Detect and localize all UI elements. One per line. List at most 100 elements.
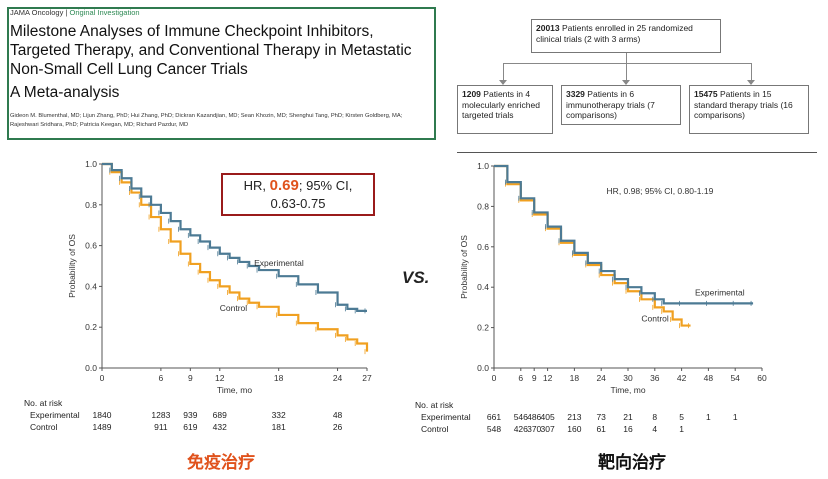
y-tick-label: 0.0 bbox=[477, 363, 489, 373]
risk-value: 73 bbox=[596, 412, 606, 422]
series-label-experimental: Experimental bbox=[695, 287, 745, 297]
flow-branch-box: 1209 Patients in 4 molecularly enriched … bbox=[457, 85, 553, 134]
risk-row-label: Control bbox=[421, 424, 449, 434]
risk-value: 661 bbox=[486, 412, 502, 422]
hazard-ratio-box: HR, 0.69; 95% CI, 0.63-0.75 bbox=[221, 173, 375, 216]
x-tick-label: 30 bbox=[623, 373, 633, 383]
journal-name: JAMA Oncology bbox=[10, 8, 64, 17]
y-axis-label: Probability of OS bbox=[67, 234, 77, 298]
hr-suffix: ; 95% CI, bbox=[298, 178, 353, 193]
risk-row-label: Experimental bbox=[421, 412, 471, 422]
x-tick-label: 6 bbox=[159, 373, 164, 383]
y-tick-label: 0.6 bbox=[477, 242, 489, 252]
flow-branch-count: 15475 bbox=[694, 89, 718, 99]
y-tick-label: 1.0 bbox=[85, 159, 97, 169]
series-label-control: Control bbox=[641, 314, 669, 324]
risk-value: 432 bbox=[212, 422, 227, 432]
flow-connector bbox=[626, 53, 627, 63]
y-tick-label: 0.8 bbox=[477, 201, 489, 211]
risk-value: 5 bbox=[679, 412, 684, 422]
series-label-experimental: Experimental bbox=[254, 258, 304, 268]
risk-value: 181 bbox=[271, 422, 286, 432]
y-tick-label: 0.4 bbox=[477, 282, 489, 292]
paper-authors: Gideon M. Blumenthal, MD; Lijun Zhang, P… bbox=[10, 113, 403, 128]
risk-value: 546 bbox=[513, 412, 528, 422]
risk-value: 426 bbox=[513, 424, 528, 434]
journal-separator: | bbox=[65, 8, 68, 17]
km-chart-targeted: 0.0 0.2 0.4 0.6 0.8 1.0 0 6 9 12 18 24 30 36 42 48 54 60 T… bbox=[459, 161, 767, 395]
flow-connector bbox=[751, 63, 752, 84]
flow-top-text: Patients enrolled in 25 randomized clini… bbox=[536, 23, 693, 44]
x-tick-label: 24 bbox=[596, 373, 606, 383]
hr-annotation: HR, 0.98; 95% CI, 0.80-1.19 bbox=[607, 186, 714, 196]
risk-value: 405 bbox=[540, 412, 555, 422]
km-chart-immunotherapy: 0.0 0.2 0.4 0.6 0.8 1.0 0 6 9 12 18 24 27 Time, mo Pro… bbox=[67, 159, 372, 395]
hr-prefix: HR, bbox=[243, 178, 267, 193]
y-tick-label: 0.4 bbox=[85, 281, 97, 291]
risk-table-title: No. at risk bbox=[24, 398, 63, 408]
y-tick-label: 0.0 bbox=[85, 363, 97, 373]
flow-arrow-icon bbox=[499, 80, 507, 85]
flow-arrow-icon bbox=[747, 80, 755, 85]
risk-value: 689 bbox=[212, 410, 227, 420]
x-tick-label: 18 bbox=[570, 373, 580, 383]
y-tick-label: 0.2 bbox=[477, 323, 489, 333]
caption-targeted-therapy: 靶向治疗 bbox=[598, 453, 666, 472]
x-tick-label: 6 bbox=[518, 373, 523, 383]
paper-title: Milestone Analyses of Immune Checkpoint … bbox=[10, 23, 412, 78]
flow-connector bbox=[503, 63, 504, 84]
x-tick-label: 0 bbox=[492, 373, 497, 383]
risk-value: 1489 bbox=[92, 422, 112, 432]
x-tick-label: 24 bbox=[333, 373, 343, 383]
flow-branch-box: 3329 Patients in 6 immunotherapy trials … bbox=[561, 85, 681, 125]
x-tick-label: 12 bbox=[215, 373, 225, 383]
risk-value: 1 bbox=[706, 412, 711, 422]
hr-ci: 0.63-0.75 bbox=[270, 196, 326, 211]
risk-value: 4 bbox=[652, 424, 658, 434]
flow-arrow-icon bbox=[622, 80, 630, 85]
flow-branch-text: Patients in 4 molecularly enriched targe… bbox=[462, 89, 540, 120]
y-tick-label: 1.0 bbox=[477, 161, 489, 171]
hr-value: 0.69 bbox=[269, 177, 299, 194]
risk-value: 548 bbox=[486, 424, 502, 434]
flow-connector bbox=[503, 63, 751, 64]
risk-value: 16 bbox=[623, 424, 633, 434]
risk-value: 48 bbox=[332, 410, 343, 420]
risk-value: 21 bbox=[623, 412, 633, 422]
risk-value: 370 bbox=[527, 424, 542, 434]
x-tick-label: 36 bbox=[650, 373, 660, 383]
journal-line: JAMA Oncology | Original Investigation bbox=[10, 8, 140, 17]
risk-value: 26 bbox=[332, 422, 343, 432]
divider bbox=[457, 152, 817, 153]
x-axis-label: Time, mo bbox=[610, 385, 645, 395]
journal-section: Original Investigation bbox=[69, 8, 140, 17]
km-curve-experimental bbox=[102, 162, 367, 312]
x-tick-label: 9 bbox=[188, 373, 193, 383]
km-curve-control bbox=[102, 162, 369, 352]
y-tick-label: 0.6 bbox=[85, 241, 97, 251]
flow-top-box: 20013 Patients enrolled in 25 randomized… bbox=[531, 19, 721, 53]
x-tick-label: 27 bbox=[362, 373, 372, 383]
risk-value: 213 bbox=[567, 412, 582, 422]
risk-value: 307 bbox=[540, 424, 555, 434]
risk-value: 619 bbox=[183, 422, 198, 432]
risk-row-label: Experimental bbox=[30, 410, 80, 420]
risk-table-title: No. at risk bbox=[415, 400, 454, 410]
risk-value: 8 bbox=[652, 412, 658, 422]
risk-row-label: Control bbox=[30, 422, 58, 432]
flow-branch-text: Patients in 6 immunotherapy trials (7 co… bbox=[566, 89, 655, 120]
paper-subtitle: A Meta-analysis bbox=[10, 84, 120, 101]
risk-value: 939 bbox=[183, 410, 198, 420]
risk-value: 1840 bbox=[92, 410, 112, 420]
x-axis-label: Time, mo bbox=[217, 385, 252, 395]
x-tick-label: 48 bbox=[704, 373, 714, 383]
km-curve-experimental bbox=[494, 164, 754, 305]
risk-value: 160 bbox=[567, 424, 582, 434]
x-tick-label: 12 bbox=[543, 373, 553, 383]
x-tick-label: 42 bbox=[677, 373, 687, 383]
flow-branch-box: 15475 Patients in 15 standard therapy tr… bbox=[689, 85, 809, 134]
flow-branch-text: Patients in 15 standard therapy trials (… bbox=[694, 89, 793, 120]
risk-value: 486 bbox=[527, 412, 542, 422]
flow-top-count: 20013 bbox=[536, 23, 560, 33]
flow-branch-count: 3329 bbox=[566, 89, 585, 99]
